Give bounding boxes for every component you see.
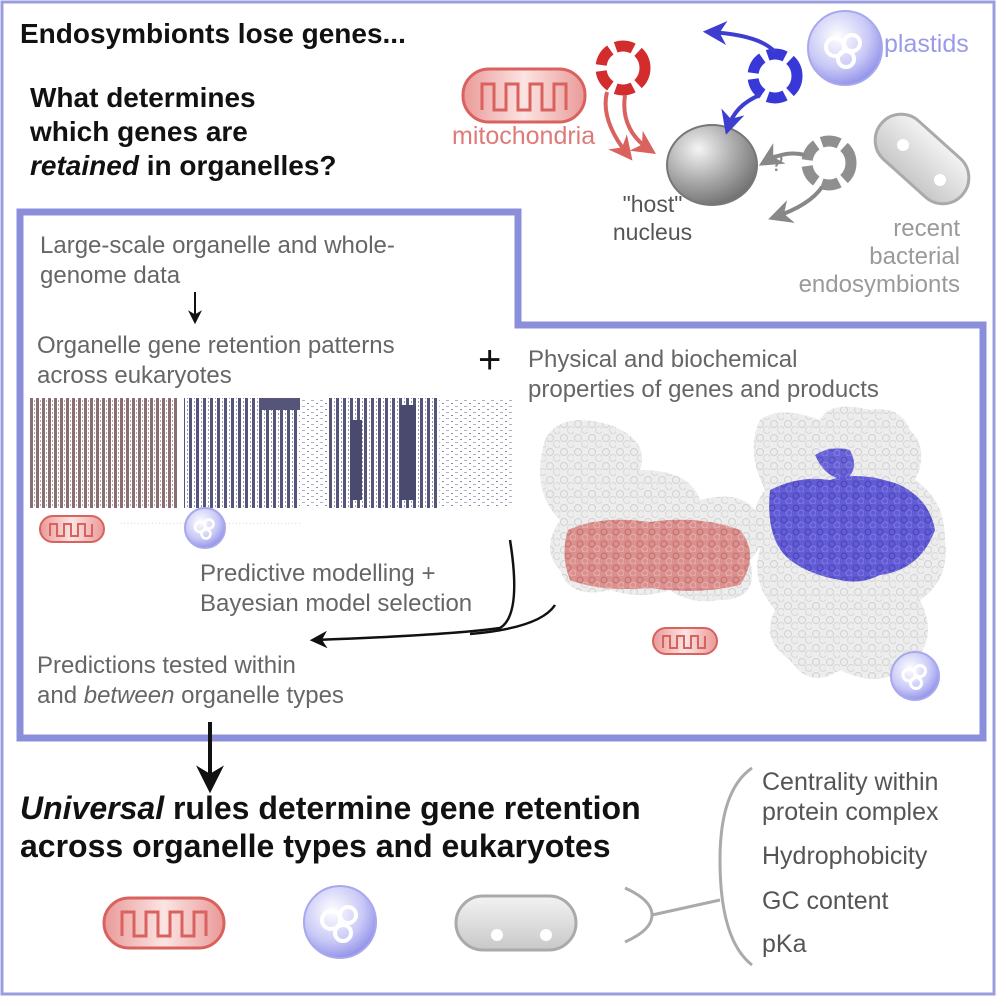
modelling-line-1: Predictive modelling + [200, 560, 436, 587]
retention-heatmap: · · · · · · · · · · · · · · · · · · · · … [30, 398, 514, 527]
recent-line-2: bacterial [869, 243, 960, 270]
bracket-connector [651, 898, 721, 917]
plastid-genome-ring-icon [747, 48, 803, 104]
heatmap-mito-icon [39, 515, 105, 543]
mito-loss-arrow [603, 91, 633, 161]
factors-bracket [718, 766, 753, 967]
predictions-between-emphasis: between [83, 682, 175, 709]
protein-mito-icon [652, 627, 718, 655]
mito-to-nucleus-arrow [622, 94, 656, 154]
bottom-bacterium-icon [454, 894, 578, 952]
conclusion-line-1: Universal rules determine gene retention [20, 790, 641, 826]
bacterium-icon [873, 112, 971, 206]
factor-gc-content: GC content [762, 887, 889, 915]
page-title: Endosymbionts lose genes... [20, 18, 406, 49]
bottom-mito-icon [102, 896, 226, 950]
data-text-line-1: Large-scale organelle and whole- [40, 232, 395, 259]
conclusion-universal-emphasis: Universal [20, 790, 165, 826]
question-line-1: What determines [30, 82, 256, 113]
mito-protein-complex [540, 420, 762, 602]
properties-line-1: Physical and biochemical [528, 346, 798, 373]
plastids-label: plastids [884, 30, 969, 58]
factor-hydrophobicity: Hydrophobicity [762, 842, 928, 870]
recent-bacteria-label: recent bacterial endosymbionts [790, 215, 960, 299]
icons-bracket [624, 886, 654, 944]
bacteria-loss-arrow [768, 185, 824, 223]
plastid-protein-complex [753, 406, 946, 679]
protein-plastid-icon [890, 651, 940, 701]
patterns-line-2: across eukaryotes [37, 362, 232, 389]
host-label-line-2: nucleus [612, 219, 693, 245]
question-retained-emphasis: retained [30, 150, 139, 181]
bacteria-to-nucleus-arrow [758, 143, 806, 166]
conclusion-line-2: across organelle types and eukaryotes [20, 828, 611, 864]
bacterial-genome-ring-icon [801, 135, 857, 191]
factor-centrality-line-2: protein complex [762, 798, 939, 826]
mitochondrion-icon [461, 67, 587, 124]
mito-genome-ring-icon [595, 40, 651, 96]
recent-line-1: recent [893, 215, 960, 242]
bottom-plastid-icon [303, 885, 377, 959]
plastid-to-nucleus-arrow [721, 93, 761, 135]
heatmap-to-prediction-arrow [309, 539, 516, 649]
heatmap-plastid-icon [184, 507, 226, 549]
conclusion-line-1-rest: rules determine gene retention [164, 790, 641, 826]
host-nucleus-icon [666, 124, 758, 206]
question-line-3-rest: in organelles? [138, 150, 337, 181]
data-text-line-2: genome data [40, 262, 181, 289]
patterns-line-1: Organelle gene retention patterns [37, 332, 395, 359]
plus-sign: + [478, 338, 502, 382]
predictions-line-1: Predictions tested within [37, 652, 296, 679]
host-label-line-1: "host" [622, 191, 683, 217]
recent-line-3: endosymbionts [798, 271, 960, 298]
factor-centrality-line-1: Centrality within [762, 768, 939, 796]
predictions-line-2: and between organelle types [37, 682, 344, 710]
plastid-loss-arrow [702, 21, 777, 54]
host-nucleus-label: "host" nucleus [605, 190, 700, 246]
plastid-icon [807, 10, 883, 86]
predictions-line-2-post: organelle types [174, 682, 344, 709]
question-line-2: which genes are [30, 116, 248, 147]
workflow-frame [16, 208, 987, 742]
properties-line-2: properties of genes and products [528, 376, 879, 403]
question-line-3: retained in organelles? [30, 150, 337, 182]
modelling-line-2: Bayesian model selection [200, 590, 473, 617]
factor-pka: pKa [762, 930, 807, 958]
protein-to-prediction-arrow [469, 604, 557, 636]
question-mark-label: ? [770, 150, 784, 177]
mitochondria-label: mitochondria [452, 122, 596, 150]
predictions-line-2-pre: and [37, 682, 84, 709]
